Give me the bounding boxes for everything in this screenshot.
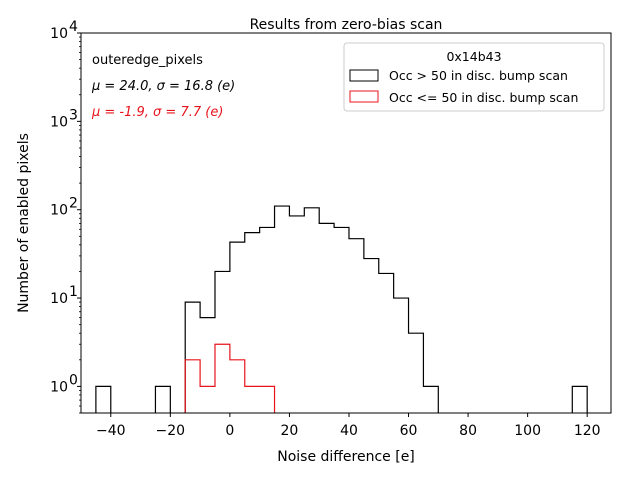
series-0-bin-7: [260, 227, 275, 413]
annotation-stats-black: μ = 24.0, σ = 16.8 (e): [91, 79, 235, 94]
series-0-bin-14: [364, 259, 379, 413]
legend-label-black: Occ > 50 in disc. bump scan: [389, 68, 568, 83]
series-1-bin-0: [185, 360, 200, 413]
y-tick-exponent-4: 4: [69, 19, 78, 35]
y-tick-label-1: 10: [50, 291, 68, 307]
series-0-bin-0: [96, 386, 111, 413]
series-1-outline: [184, 343, 276, 413]
legend-swatch-red: [349, 90, 379, 103]
y-tick-label-4: 10: [50, 26, 68, 42]
series-0-bin-18: [423, 386, 438, 413]
y-tick-exponent-3: 3: [69, 107, 78, 123]
x-tick-label-4: 40: [340, 423, 358, 439]
x-tick-label-1: −20: [156, 423, 186, 439]
legend-label-red: Occ <= 50 in disc. bump scan: [389, 90, 578, 105]
y-tick-exponent-1: 1: [69, 284, 78, 300]
legend: 0x14b43 Occ > 50 in disc. bump scan Occ …: [343, 42, 605, 112]
series-0-bin-15: [379, 273, 394, 413]
series-layer: [95, 205, 588, 413]
series-1-bin-1: [200, 386, 215, 413]
series-0-outline: [95, 205, 588, 413]
series-0-bin-8: [275, 206, 290, 413]
legend-swatch-black: [349, 69, 379, 82]
series-0-bin-13: [349, 239, 364, 413]
y-tick-label-2: 10: [50, 203, 68, 219]
x-tick-label-2: 0: [225, 423, 234, 439]
y-axis-label: Number of enabled pixels: [16, 133, 32, 313]
x-tick-label-3: 20: [281, 423, 299, 439]
x-tick-label-6: 80: [459, 423, 477, 439]
series-1-bin-5: [260, 386, 275, 413]
series-1-bin-2: [215, 344, 230, 413]
series-0-bin-9: [289, 216, 304, 413]
legend-title: 0x14b43: [446, 49, 501, 64]
series-0-bin-11: [319, 223, 334, 413]
x-axis-label: Noise difference [e]: [277, 449, 415, 465]
series-1-bin-4: [245, 386, 260, 413]
series-0-bin-17: [409, 333, 424, 413]
legend-box: [343, 42, 605, 112]
y-tick-label-3: 10: [50, 114, 68, 130]
x-tick-label-5: 60: [400, 423, 418, 439]
x-tick-label-8: 120: [574, 423, 601, 439]
y-tick-label-0: 10: [50, 379, 68, 395]
series-1-bin-3: [230, 360, 245, 413]
x-axis: −40 −20 0 20 40 60 80 100 120: [96, 413, 601, 439]
series-0-bin-16: [394, 298, 409, 413]
chart-title: Results from zero-bias scan: [250, 17, 443, 33]
series-0-bin-1: [155, 386, 170, 413]
x-tick-label-0: −40: [96, 423, 126, 439]
y-tick-exponent-0: 0: [69, 372, 78, 388]
y-tick-exponent-2: 2: [69, 196, 78, 212]
annotation-dataset-name: outeredge_pixels: [92, 53, 203, 68]
series-0-bin-19: [572, 386, 587, 413]
x-tick-label-7: 100: [514, 423, 541, 439]
series-0-bin-10: [304, 208, 319, 413]
series-0-bin-12: [334, 227, 349, 413]
annotation-stats-red: μ = -1.9, σ = 7.7 (e): [91, 105, 223, 120]
